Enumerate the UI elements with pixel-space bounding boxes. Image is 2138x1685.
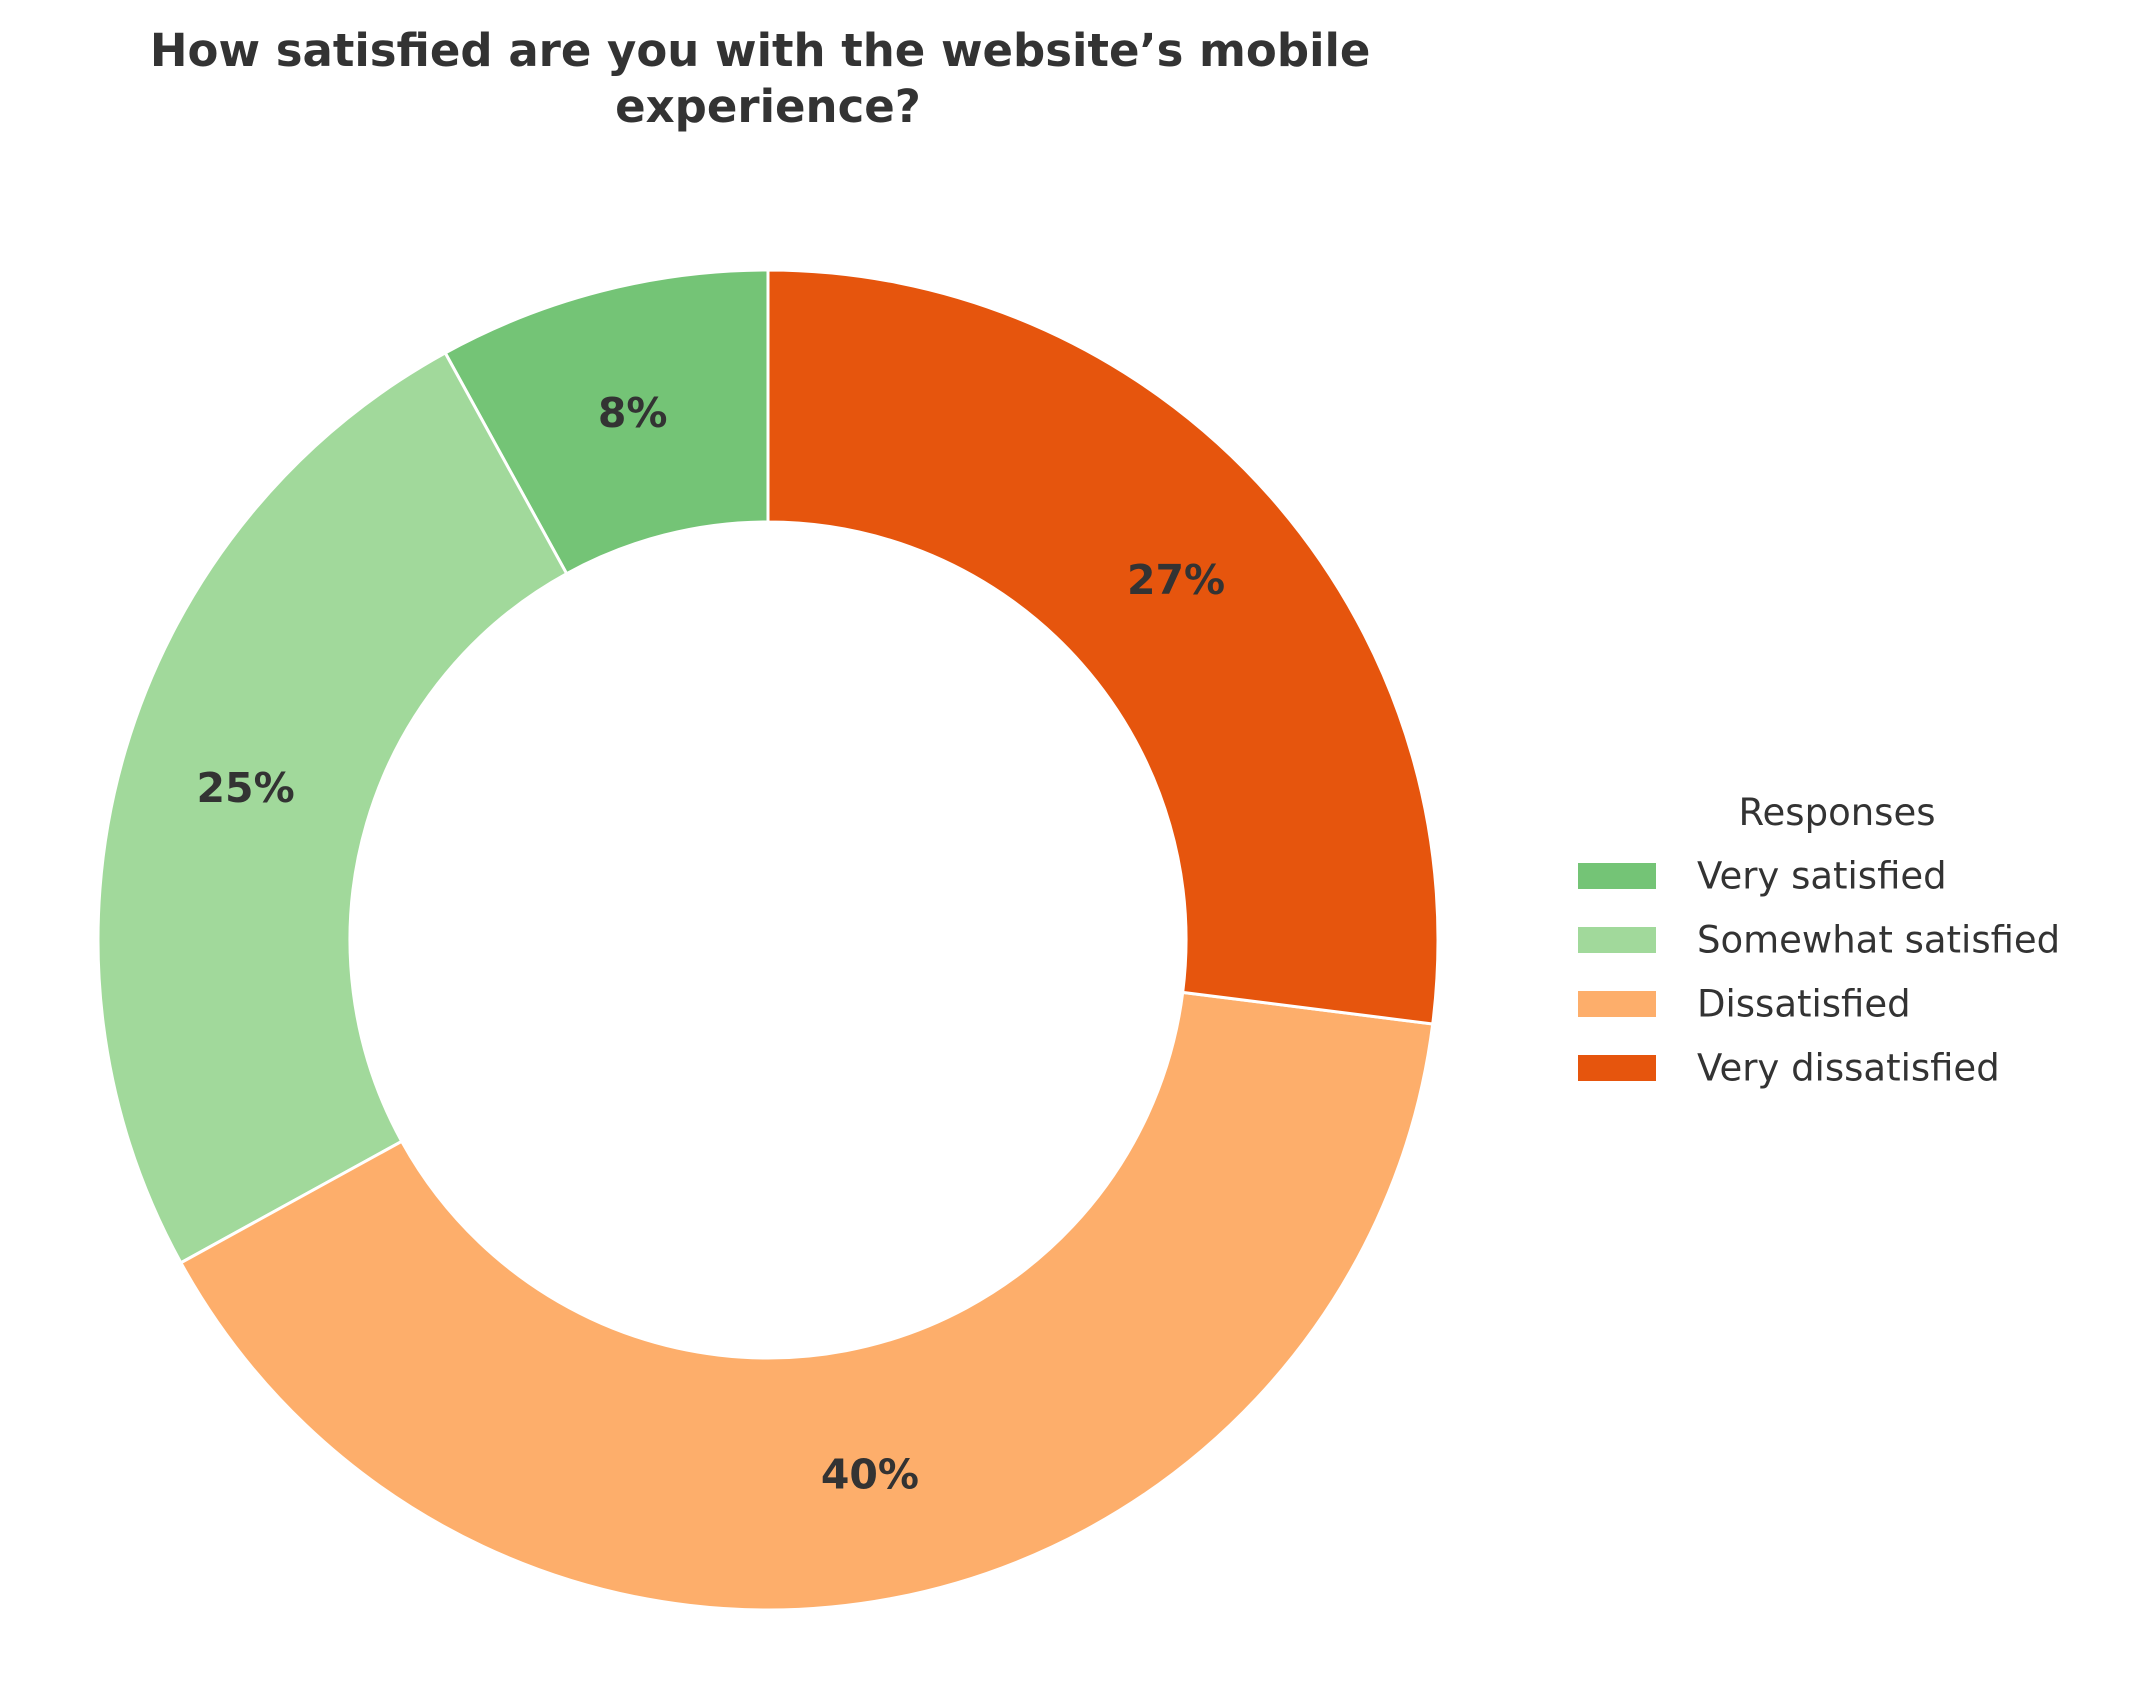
legend: Responses Very satisfied Somewhat satisfi… [1578, 791, 2060, 1090]
slice-dissatisfied [178, 990, 1435, 1612]
chart-title: How satisfied are you with the website’s… [150, 24, 1386, 133]
legend-label-very-dissatisfied: Very dissatisfied [1697, 1047, 2000, 1090]
legend-label-very-satisfied: Very satisfied [1697, 855, 1947, 898]
slice-very-dissatisfied [766, 268, 1440, 1026]
slice-labels: 8% 25% 40% 27% [197, 389, 1226, 1498]
chart-title-line-2: experience? [615, 80, 921, 133]
legend-swatch-very-dissatisfied [1578, 1055, 1656, 1081]
slice-label-somewhat-satisfied: 25% [197, 764, 295, 812]
legend-swatch-very-satisfied [1578, 863, 1656, 889]
donut-slices [96, 268, 1440, 1612]
slice-somewhat-satisfied [96, 350, 569, 1265]
legend-swatch-dissatisfied [1578, 991, 1656, 1017]
slice-label-dissatisfied: 40% [821, 1450, 919, 1498]
legend-entries: Very satisfied Somewhat satisfied Dissatis… [1578, 855, 2060, 1090]
slice-label-very-satisfied: 8% [598, 389, 668, 437]
slice-label-very-dissatisfied: 27% [1127, 556, 1225, 604]
legend-swatch-somewhat-satisfied [1578, 927, 1656, 953]
legend-label-dissatisfied: Dissatisfied [1697, 983, 1911, 1026]
legend-title: Responses [1739, 791, 1936, 834]
legend-label-somewhat-satisfied: Somewhat satisfied [1697, 919, 2060, 962]
chart-title-line-1: How satisfied are you with the website’s… [150, 24, 1371, 77]
